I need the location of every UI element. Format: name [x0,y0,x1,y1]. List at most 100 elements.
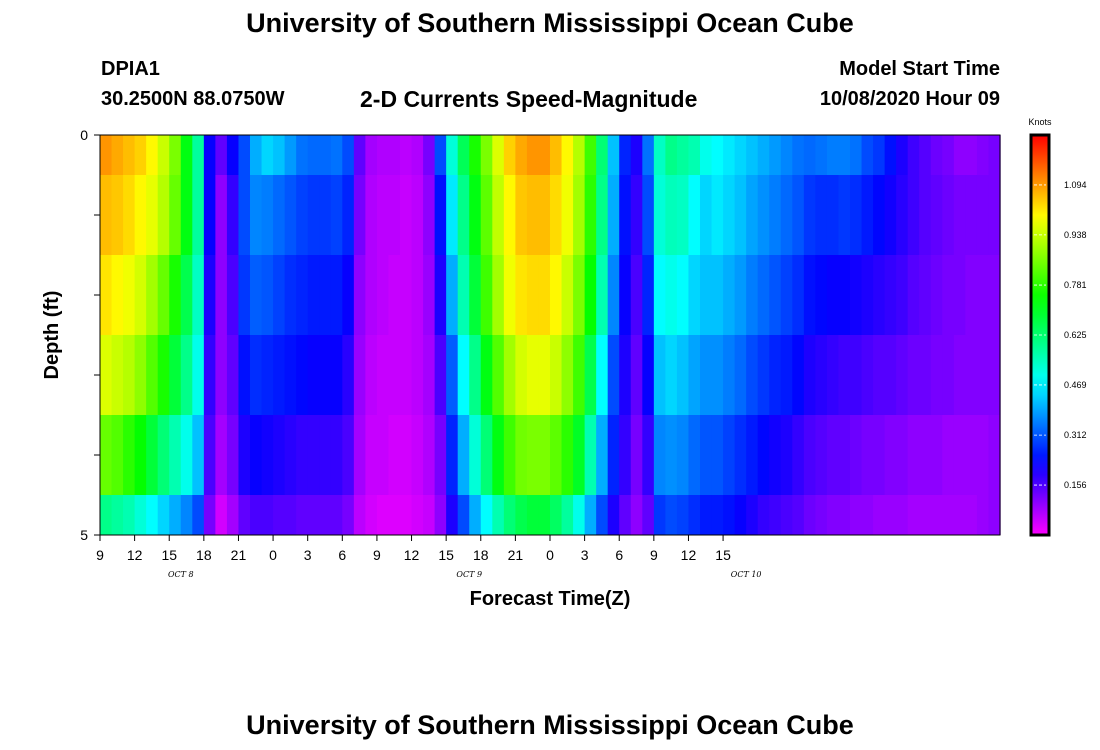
heatmap-cell [769,335,782,415]
heatmap-cell [376,135,390,175]
heatmap-cell [469,135,482,175]
heatmap-cell [457,135,470,175]
heatmap-cell [215,255,228,335]
heatmap-cell [873,495,886,535]
heatmap-cell [884,135,897,175]
heatmap-cell [376,175,390,255]
x-axis-title: Forecast Time(Z) [470,588,631,610]
heatmap-cell [780,135,793,175]
heatmap-cell [400,335,413,415]
heatmap-cell [284,175,297,255]
heatmap-cell [238,495,251,535]
heatmap-cell [330,415,343,495]
heatmap-cell [203,335,216,415]
heatmap-cell [826,415,840,495]
heatmap-cell [307,175,320,255]
heatmap-cell [457,335,470,415]
heatmap-cell [238,175,251,255]
heatmap-cell [803,335,816,415]
heatmap-cell [180,135,193,175]
heatmap-cell [688,255,701,335]
heatmap-cell [688,415,701,495]
heatmap-cell [423,255,436,335]
heatmap-cell [746,255,759,335]
heatmap-cell [896,495,909,535]
heatmap-cell [515,255,528,335]
heatmap-cell [953,415,966,495]
heatmap-cell [111,495,124,535]
heatmap-cell [203,135,216,175]
heatmap-cell [157,335,170,415]
heatmap-cell [919,415,932,495]
heatmap-cell [273,175,286,255]
heatmap-cell [780,175,793,255]
heatmap-cell [907,495,920,535]
x-tick-label: 9 [650,547,658,563]
heatmap-cell [434,335,447,415]
heatmap-cell [526,135,540,175]
heatmap-cell [757,255,770,335]
heatmap-cell [965,175,978,255]
heatmap-cell [953,335,966,415]
heatmap-cell [584,255,597,335]
heatmap-cell [376,335,390,415]
heatmap-cell [319,335,332,415]
heatmap-cell [642,415,655,495]
heatmap-cell [792,255,805,335]
heatmap-cell [342,415,355,495]
heatmap-cell [526,255,540,335]
heatmap-cell [826,175,840,255]
heatmap-cell [469,415,482,495]
heatmap-cell [250,135,263,175]
heatmap-cell [642,495,655,535]
heatmap-cell [711,335,724,415]
heatmap-cell [746,135,759,175]
heatmap-cell [607,175,620,255]
x-tick-label: 15 [715,547,731,563]
heatmap-cell [538,175,551,255]
heatmap-cell [896,415,909,495]
heatmap-cell [873,175,886,255]
heatmap-cell [573,335,586,415]
heatmap-cell [896,135,909,175]
heatmap-cell [942,495,955,535]
heatmap-cell [619,415,632,495]
heatmap-cell [296,415,309,495]
heatmap-cell [203,255,216,335]
heatmap-cell [930,495,943,535]
heatmap-cell [826,135,840,175]
heatmap-cell [469,495,482,535]
colorbar-tick-label: 0.469 [1064,380,1087,390]
heatmap-cell [123,335,136,415]
heatmap-cell [169,495,182,535]
heatmap-cell [792,135,805,175]
heatmap-cell [330,495,343,535]
heatmap-cell [111,175,124,255]
heatmap-cell [503,415,516,495]
heatmap-cell [526,335,540,415]
heatmap-cell [723,335,736,415]
heatmap-cell [238,415,251,495]
heatmap-cell [861,175,874,255]
heatmap-cell [215,175,228,255]
heatmap-cell [342,255,355,335]
heatmap-cell [976,175,990,255]
colorbar-tick-label: 0.312 [1064,430,1087,440]
heatmap-cell [192,255,205,335]
heatmap-cell [319,415,332,495]
x-tick-label: 3 [581,547,589,563]
heatmap-cell [757,495,770,535]
heatmap-cell [734,335,747,415]
heatmap-cell [169,335,182,415]
heatmap-cell [792,175,805,255]
heatmap-cell [711,135,724,175]
heatmap-cell [226,335,240,415]
heatmap-cell [676,495,690,535]
x-tick-label: 0 [546,547,554,563]
heatmap-cell [688,335,701,415]
heatmap-cell [976,255,990,335]
heatmap-cell [676,175,690,255]
heatmap-cell [953,175,966,255]
heatmap-cell [123,175,136,255]
heatmap-cell [884,175,897,255]
